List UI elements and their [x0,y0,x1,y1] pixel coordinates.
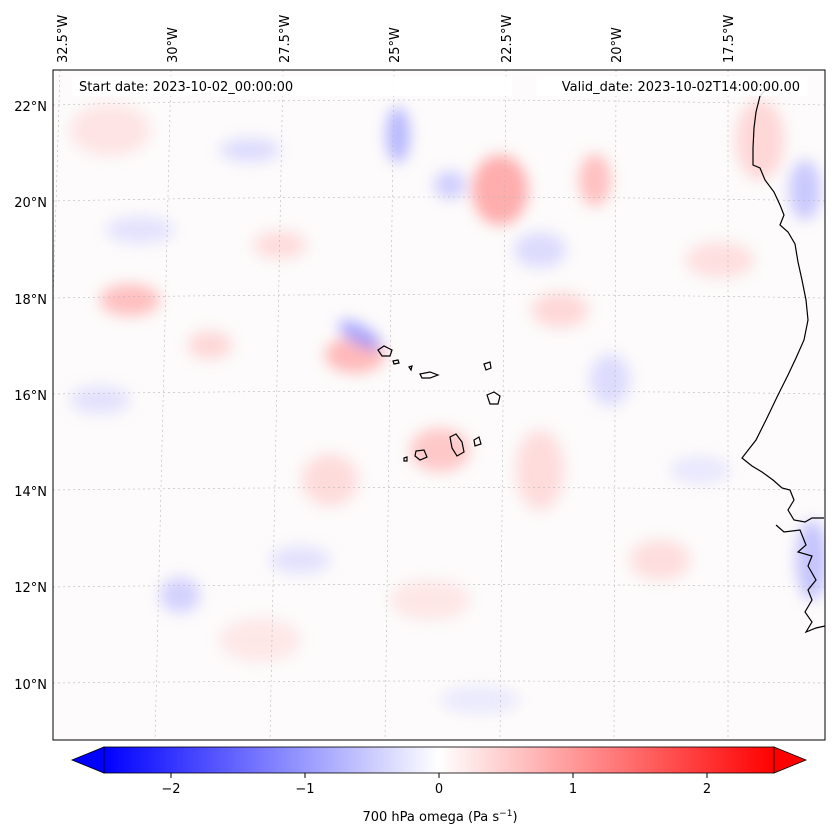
africa-coastline [741,84,825,634]
map-frame [52,69,826,741]
lat-label: 14°N [14,485,47,500]
lon-label: 30°W [166,27,181,63]
lat-label: 22°N [14,100,47,115]
lon-label: 22.5°W [500,15,515,63]
valid-date-box [536,76,808,96]
lat-label: 18°N [14,293,47,308]
lon-label: 25°W [388,27,403,63]
lon-label: 17.5°W [722,15,737,63]
colorbar-tick: 1 [569,782,577,797]
lon-label: 20°W [610,27,625,63]
omega-field [70,100,825,714]
valid-date-text: Valid_date: 2023-10-02T14:00:00.00 [562,80,800,95]
lat-label: 20°N [14,196,47,211]
gridlines [53,70,825,740]
colorbar-label: 700 hPa omega (Pa s−1) [362,809,517,825]
lon-label: 27.5°W [278,15,293,63]
lat-label: 16°N [14,389,47,404]
colorbar-label-sup: −1 [499,809,512,819]
colorbar-tick: −1 [295,782,314,797]
colorbar-tick: 2 [703,782,711,797]
date-info: Start date: 2023-10-02_00:00:00 Valid_da… [72,76,808,96]
start-date-text: Start date: 2023-10-02_00:00:00 [79,80,293,95]
map-panel [53,70,825,740]
lon-label: 32.5°W [56,15,71,63]
start-date-box [72,76,512,96]
colorbar-label-main: 700 hPa omega (Pa s [362,810,499,825]
lat-label: 12°N [14,581,47,596]
colorbar: −2 −1 0 1 2 700 hPa omega (Pa s−1) [70,746,808,825]
lat-tick-labels: 22°N 20°N 18°N 16°N 14°N 12°N 10°N [14,100,47,693]
colorbar-label-end: ) [512,810,517,825]
cape-verde-coastline [377,345,501,462]
colorbar-min-extend [70,746,105,774]
lat-label: 10°N [14,678,47,693]
colorbar-tick: 0 [435,782,443,797]
colorbar-tick: −2 [161,782,180,797]
lon-tick-labels: 32.5°W 30°W 27.5°W 25°W 22.5°W 20°W 17.5… [56,15,737,63]
colorbar-gradient [103,746,775,774]
colorbar-max-extend [773,746,808,774]
